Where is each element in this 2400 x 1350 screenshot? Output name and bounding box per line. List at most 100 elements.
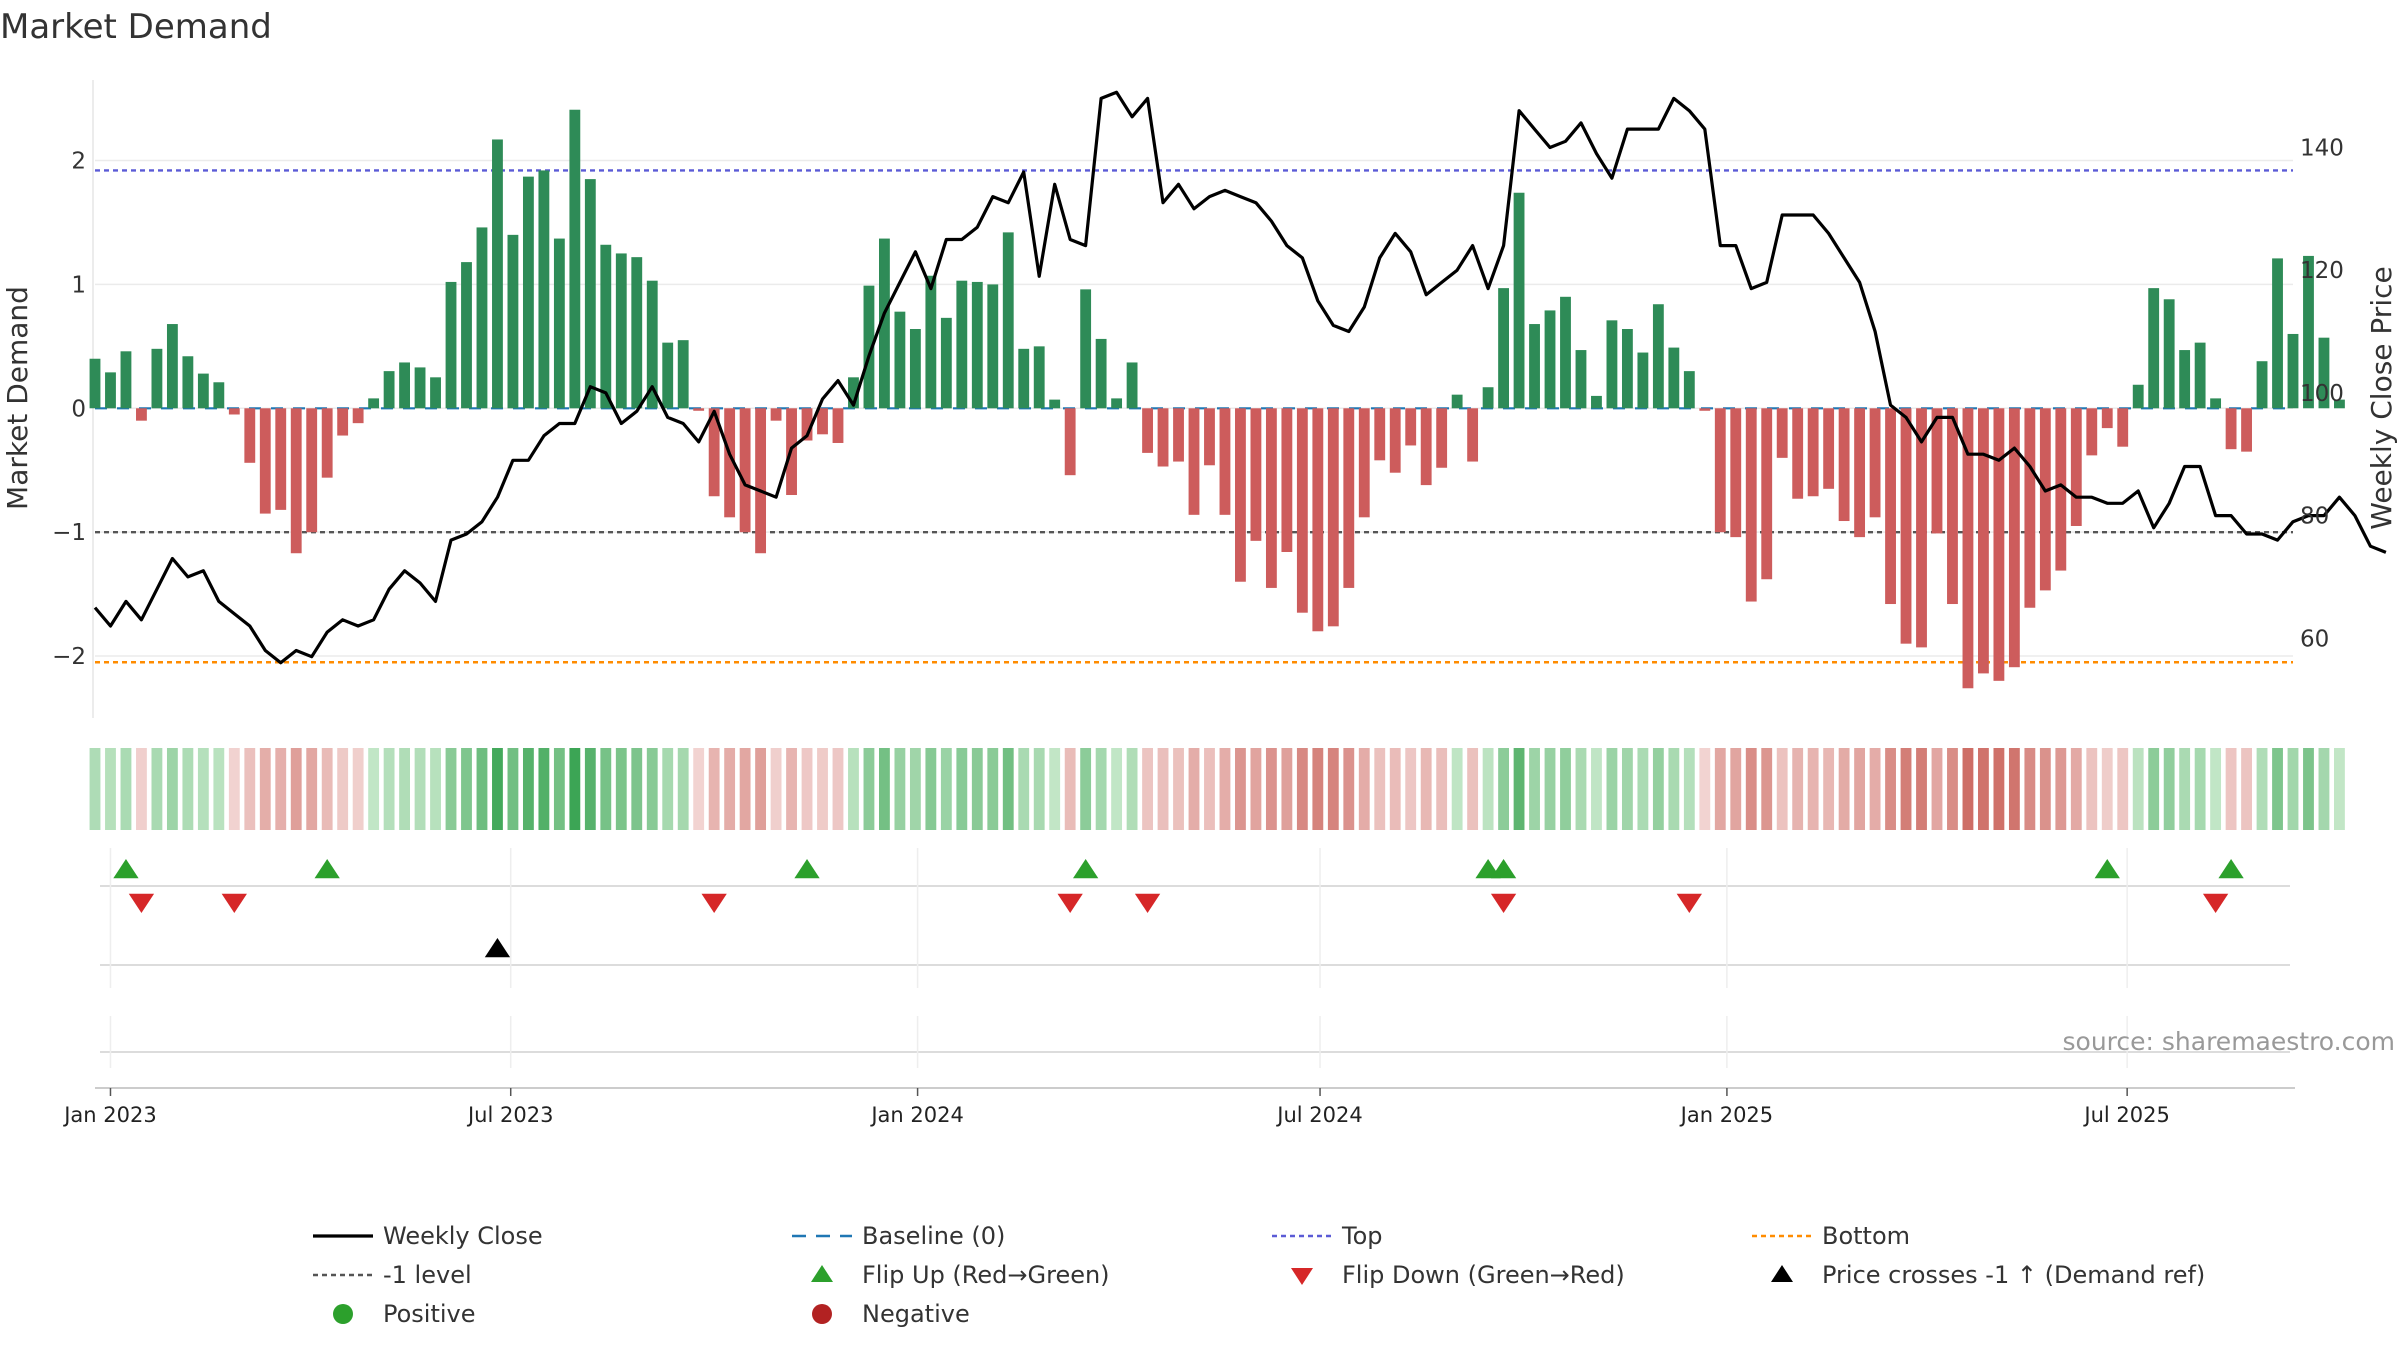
- strip-cell: [693, 748, 705, 830]
- strip-cell: [1854, 748, 1866, 830]
- demand-bar: [2241, 408, 2252, 452]
- strip-cell: [321, 748, 333, 830]
- y2-tick-label: 80: [2300, 504, 2329, 530]
- y-tick-label: −2: [52, 644, 86, 670]
- demand-bar: [136, 408, 147, 421]
- y-tick-label: 1: [71, 272, 86, 298]
- demand-bar: [1931, 408, 1943, 534]
- strip-cell: [1374, 748, 1386, 830]
- strip-cell: [2163, 748, 2175, 830]
- demand-bar: [1498, 288, 1509, 409]
- demand-bar: [213, 382, 225, 409]
- strip-cell: [553, 748, 565, 830]
- demand-bar: [166, 324, 178, 409]
- demand-bar: [940, 317, 952, 409]
- strip-cell: [2303, 748, 2314, 830]
- legend-item: Flip Down (Green→Red): [1291, 1261, 1625, 1289]
- strip-cell: [1188, 748, 1200, 830]
- demand-bar: [708, 408, 720, 497]
- y2-tick-label: 140: [2300, 135, 2344, 161]
- demand-bar: [693, 408, 705, 411]
- legend-label: Flip Down (Green→Red): [1342, 1261, 1625, 1289]
- demand-bar: [2303, 255, 2314, 409]
- demand-bar: [1080, 289, 1092, 409]
- strip-cell: [1745, 748, 1757, 830]
- demand-bar: [368, 398, 380, 409]
- demand-bar: [1188, 408, 1200, 515]
- demand-bar: [739, 408, 751, 533]
- strip-cell: [414, 748, 426, 830]
- demand-bar: [492, 139, 503, 409]
- demand-bar: [1389, 408, 1401, 473]
- strip-cell: [2101, 748, 2113, 830]
- strip-cell: [213, 748, 225, 830]
- demand-bar: [1126, 362, 1138, 409]
- demand-bar: [894, 311, 906, 409]
- strip-cell: [1606, 748, 1618, 830]
- strip-cell: [677, 748, 689, 830]
- strip-cell: [786, 748, 797, 830]
- strip-cell: [1002, 748, 1014, 830]
- strip-cell: [1591, 748, 1602, 830]
- demand-bar: [228, 408, 240, 415]
- y-axis-label: Market Demand: [1, 286, 34, 510]
- y2-tick-label: 120: [2300, 258, 2344, 284]
- flip-down-marker: [1134, 893, 1161, 913]
- y2-tick-label: 60: [2300, 626, 2329, 652]
- strip-cell: [925, 748, 937, 830]
- demand-bar: [151, 348, 163, 409]
- legend-label: Weekly Close: [383, 1222, 543, 1250]
- demand-bar: [89, 358, 101, 409]
- demand-bar: [1173, 408, 1184, 462]
- strip-cell: [445, 748, 457, 830]
- demand-bar: [2225, 408, 2237, 450]
- strip-cell: [1111, 748, 1123, 830]
- strip-cell: [1033, 748, 1045, 830]
- strip-cell: [151, 748, 163, 830]
- strip-cell: [368, 748, 380, 830]
- demand-bar: [2132, 384, 2144, 409]
- demand-bar: [1049, 399, 1061, 409]
- strip-cell: [2256, 748, 2268, 830]
- demand-bar: [553, 238, 565, 409]
- date-tick-label: Jan 2023: [62, 1103, 157, 1127]
- demand-bar: [430, 377, 441, 409]
- demand-bar: [909, 329, 921, 409]
- strip-cell: [105, 748, 116, 830]
- date-tick-label: Jul 2023: [466, 1103, 553, 1127]
- strip-cell: [2086, 748, 2098, 830]
- demand-bar: [662, 342, 674, 409]
- demand-bar: [1637, 352, 1649, 409]
- weekly-close-line: [93, 90, 2387, 665]
- demand-bar: [971, 281, 983, 409]
- strip-cell: [1467, 748, 1479, 830]
- demand-bar: [1730, 408, 1742, 538]
- demand-bar: [1978, 408, 1989, 674]
- strip-cell: [337, 748, 349, 830]
- demand-bar: [584, 179, 596, 409]
- strip-cell: [708, 748, 720, 830]
- legend-item: Positive: [333, 1300, 476, 1328]
- demand-bar: [2101, 408, 2113, 429]
- demand-bar: [2318, 337, 2330, 409]
- demand-bar: [1142, 408, 1153, 453]
- strip-cell: [1838, 748, 1850, 830]
- source-note: source: sharemaestro.com: [2063, 1027, 2396, 1056]
- strip-cell: [2318, 748, 2330, 830]
- price-cross-marker: [484, 938, 511, 958]
- demand-bar: [2256, 361, 2268, 409]
- demand-bar: [1621, 329, 1633, 409]
- strip-cell: [538, 748, 550, 830]
- triangle-up-icon: [1771, 1265, 1793, 1282]
- strip-cell: [1714, 748, 1726, 830]
- demand-bar: [1467, 408, 1479, 462]
- strip-cell: [1498, 748, 1509, 830]
- strip-cell: [136, 748, 147, 830]
- strip-cell: [2179, 748, 2191, 830]
- strip-cell: [569, 748, 581, 830]
- strip-cell: [631, 748, 643, 830]
- triangle-down-icon: [1291, 1268, 1313, 1285]
- strip-cell: [615, 748, 627, 830]
- strip-cell: [1683, 748, 1695, 830]
- demand-bar: [1807, 408, 1819, 497]
